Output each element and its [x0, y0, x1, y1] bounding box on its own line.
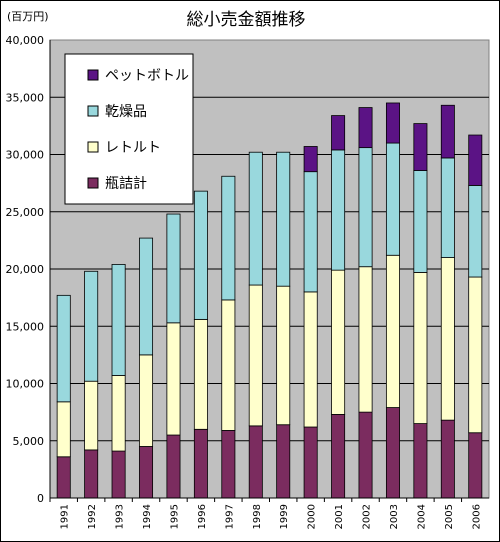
- bar-segment: [358, 266, 373, 413]
- bar-segment: [166, 322, 181, 436]
- bar-segment: [303, 426, 318, 499]
- bar-segment: [276, 151, 291, 287]
- x-tick-label: 2003: [389, 504, 400, 529]
- bar-segment: [413, 170, 428, 273]
- bar-segment: [84, 449, 99, 499]
- bars: [56, 102, 483, 499]
- legend-label: ペットボトル: [105, 68, 189, 84]
- x-tick-label: 1999: [279, 504, 290, 529]
- y-tick-label: 30,000: [6, 149, 45, 162]
- bar-segment: [468, 134, 483, 186]
- bar-segment: [385, 102, 400, 144]
- y-tick-label: 20,000: [6, 263, 45, 276]
- legend-label: レトルト: [105, 140, 161, 156]
- bar-segment: [56, 456, 71, 499]
- x-tick-label: 1996: [197, 504, 208, 529]
- bar-segment: [468, 185, 483, 278]
- x-tick-label: 2000: [307, 504, 318, 529]
- bar-segment: [303, 171, 318, 293]
- unit-label: (百万円): [7, 10, 49, 23]
- bar-segment: [84, 380, 99, 451]
- bar-segment: [468, 432, 483, 499]
- x-tick-label: 1998: [252, 504, 263, 529]
- axes: 0 5,000 10,000 15,000 20,000 25,000 30,000 35,0…: [6, 34, 489, 529]
- legend-swatch: [87, 105, 99, 117]
- x-tick-label: 2004: [416, 504, 427, 529]
- bar-segment: [193, 318, 208, 430]
- y-tick-label: 10,000: [6, 378, 45, 391]
- bar-segment: [139, 354, 154, 447]
- legend-label: 乾燥品: [105, 104, 147, 120]
- y-tick-label: 40,000: [6, 34, 45, 47]
- bar-segment: [358, 107, 373, 149]
- y-tick-label: 35,000: [6, 91, 45, 104]
- bar-segment: [385, 254, 400, 408]
- x-tick-label: 2002: [362, 504, 373, 529]
- bar-segment: [248, 425, 263, 499]
- bar-segment: [440, 257, 455, 421]
- bar-segment: [331, 414, 346, 499]
- bar-segment: [413, 423, 428, 499]
- bar-segment: [440, 104, 455, 159]
- bar-segment: [440, 157, 455, 258]
- bar-segment: [248, 151, 263, 286]
- bar-segment: [56, 401, 71, 458]
- bar-segment: [111, 450, 126, 499]
- bar-segment: [468, 276, 483, 434]
- legend-swatch: [87, 69, 99, 81]
- legend-box: [64, 53, 194, 205]
- x-tick-label: 1997: [224, 504, 235, 529]
- bar-segment: [303, 146, 318, 173]
- bar-segment: [166, 213, 181, 324]
- bar-segment: [139, 237, 154, 356]
- x-tick-label: 2001: [334, 504, 345, 529]
- bar-segment: [358, 411, 373, 499]
- x-tick-label: 1992: [87, 504, 98, 529]
- legend-label: 瓶詰計: [105, 176, 147, 192]
- bar-segment: [84, 270, 99, 382]
- y-tick-label: 15,000: [6, 320, 45, 333]
- bar-segment: [193, 428, 208, 499]
- y-tick-label: 5,000: [13, 435, 45, 448]
- bar-segment: [331, 149, 346, 271]
- legend-swatch: [87, 141, 99, 153]
- bar-segment: [166, 434, 181, 499]
- bar-segment: [331, 269, 346, 415]
- bar-segment: [440, 419, 455, 499]
- y-tick-label: 0: [37, 492, 44, 505]
- x-tick-label: 1995: [169, 504, 180, 529]
- legend-swatch: [87, 177, 99, 189]
- bar-segment: [358, 147, 373, 268]
- bar-segment: [385, 407, 400, 499]
- x-tick-label: 2006: [471, 504, 482, 529]
- bar-segment: [221, 299, 236, 431]
- bar-segment: [413, 123, 428, 171]
- bar-segment: [248, 284, 263, 427]
- bar-segment: [413, 272, 428, 424]
- bar-segment: [276, 285, 291, 426]
- x-tick-label: 2005: [444, 504, 455, 529]
- bar-segment: [303, 291, 318, 428]
- chart-title: 総小売金額推移: [187, 10, 306, 30]
- bar-segment: [56, 294, 71, 403]
- bar-segment: [221, 175, 236, 301]
- bar-segment: [111, 375, 126, 452]
- bar-segment: [111, 264, 126, 376]
- x-tick-label: 1991: [60, 504, 71, 529]
- bar-segment: [193, 190, 208, 320]
- bar-segment: [276, 424, 291, 499]
- bar-segment: [221, 430, 236, 499]
- x-tick-label: 1994: [142, 504, 153, 529]
- x-tick-label: 1993: [115, 504, 126, 529]
- bar-segment: [331, 115, 346, 151]
- bar-segment: [139, 446, 154, 499]
- bar-segment: [385, 142, 400, 256]
- y-tick-label: 25,000: [6, 206, 45, 219]
